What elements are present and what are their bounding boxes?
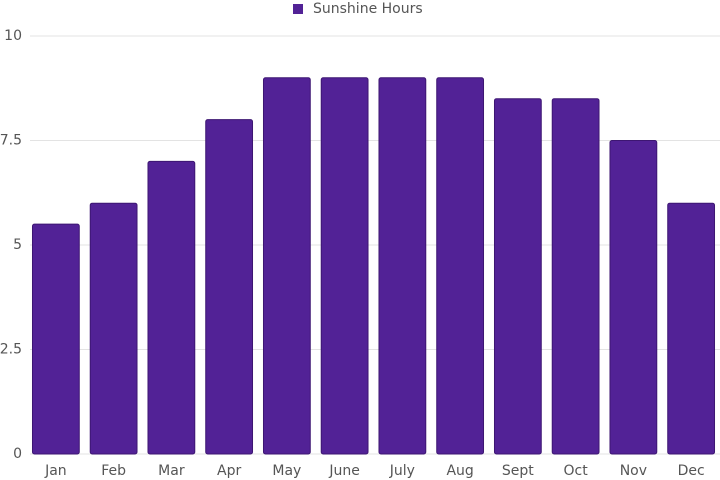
bar — [89, 202, 138, 455]
x-tick-label: Feb — [101, 463, 126, 479]
x-tick-label: Mar — [158, 463, 185, 479]
y-tick-label: 2.5 — [0, 342, 22, 358]
x-tick-label: July — [389, 463, 415, 479]
legend-label: Sunshine Hours — [313, 1, 423, 17]
bar — [436, 77, 485, 455]
x-tick-label: Dec — [678, 463, 705, 479]
bar — [551, 98, 600, 455]
bar — [609, 140, 658, 455]
legend-swatch — [293, 4, 303, 14]
x-tick-label: May — [272, 463, 301, 479]
y-tick-label: 10 — [4, 28, 22, 44]
y-tick-label: 0 — [13, 446, 22, 462]
bar — [493, 98, 542, 455]
x-tick-label: Apr — [217, 463, 241, 479]
x-tick-label: June — [328, 463, 360, 479]
x-tick-label: Oct — [564, 463, 589, 479]
bar — [667, 202, 716, 455]
x-tick-label: Jan — [44, 463, 67, 479]
bar — [205, 119, 254, 455]
y-tick-label: 7.5 — [0, 133, 22, 149]
bar — [378, 77, 427, 455]
bar — [320, 77, 369, 455]
bar — [31, 223, 80, 455]
x-tick-label: Sept — [502, 463, 534, 479]
x-tick-label: Nov — [620, 463, 647, 479]
bar — [147, 160, 196, 455]
x-tick-label: Aug — [446, 463, 473, 479]
bar — [262, 77, 311, 455]
y-tick-label: 5 — [13, 237, 22, 253]
